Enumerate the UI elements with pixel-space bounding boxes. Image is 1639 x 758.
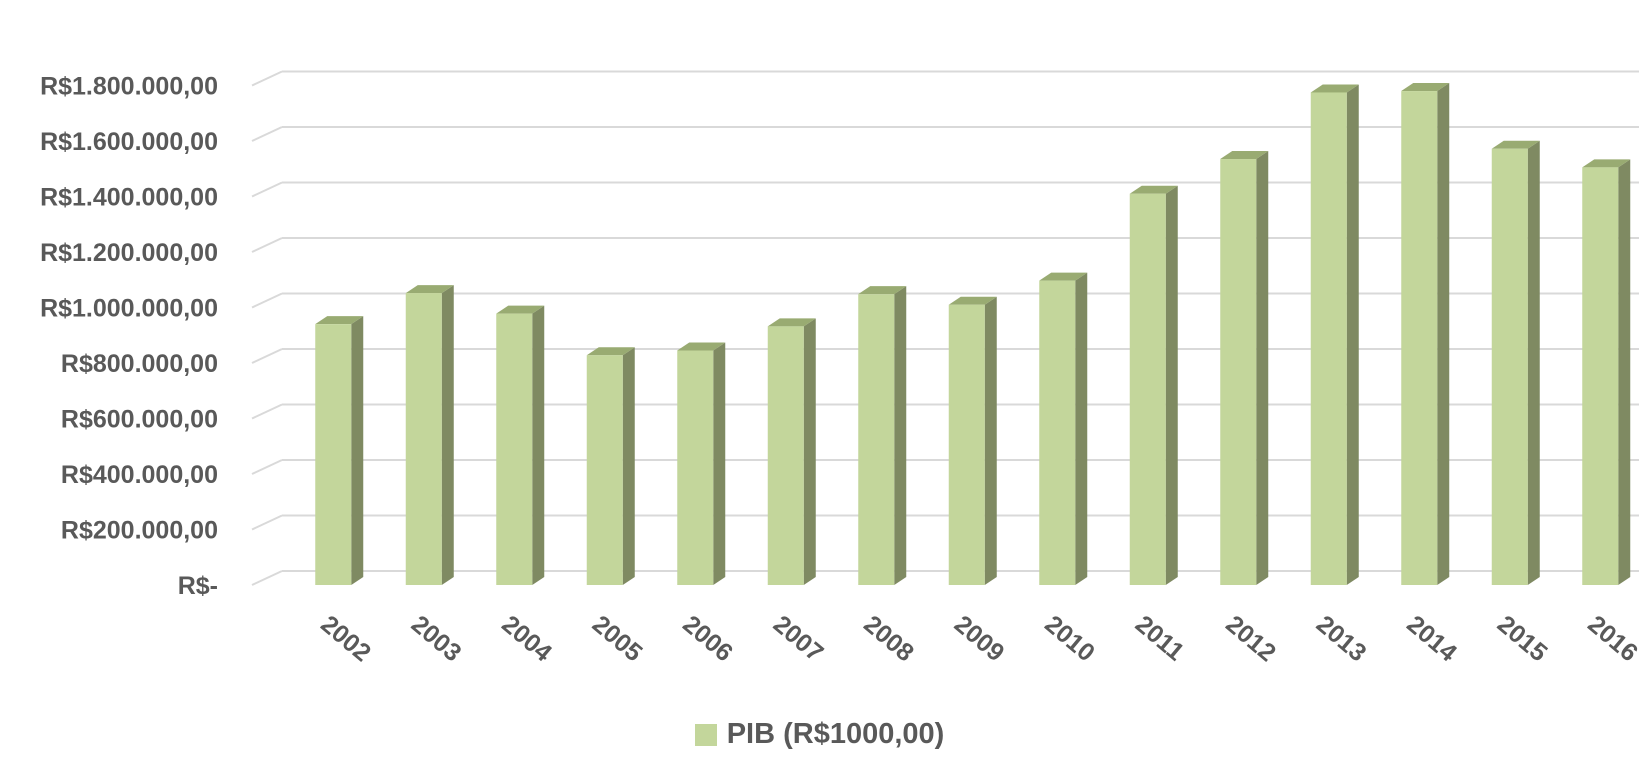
bar-side [1437,83,1450,586]
gridline-side [251,292,283,309]
bar-top [767,318,816,327]
y-tick-label: R$1.000.000,00 [40,295,218,323]
gridline-side [251,126,283,142]
bar [677,350,714,585]
x-axis-categories: 2002 2003 2004 2005 2006 2007 2008 2009 2010 2011… [315,610,1639,667]
bar-top [1310,84,1359,93]
bar-side [713,342,726,585]
y-tick-label: R$- [178,572,218,600]
bar [858,294,895,585]
y-tick-label: R$800.000,00 [61,350,218,378]
legend-swatch [694,723,717,746]
bar [1582,167,1619,586]
x-tick-label: 2014 [1401,610,1462,667]
bar [1039,280,1076,585]
bar [1220,159,1257,585]
gridline-side [251,70,283,87]
bar-side [1165,185,1178,585]
bar-top [1582,159,1631,168]
gridline-side [251,459,283,475]
gridline-side [251,348,283,364]
y-tick-label: R$1.600.000,00 [40,128,218,156]
bar-top [405,285,454,294]
y-axis-ticks: R$- R$200.000,00 R$400.000,00 R$600.000,00 R… [40,73,218,601]
bar [767,326,804,585]
bar-top [948,296,997,305]
bar-side [1256,151,1269,585]
bar-side [532,305,545,585]
bar-top [1491,140,1540,149]
bar [315,324,352,585]
legend: PIB (R$1000,00) [0,718,1639,751]
bar [1401,91,1438,586]
bar-top [1401,83,1450,92]
y-tick-label: R$600.000,00 [61,406,218,434]
gridline-side [251,181,283,198]
x-tick-label: 2002 [315,610,376,667]
bar [405,293,442,585]
bar [1310,92,1347,585]
y-tick-label: R$1.200.000,00 [40,239,218,267]
bar [948,304,985,585]
x-tick-label: 2008 [858,610,919,667]
bar-side [1346,84,1359,585]
bar-top [586,347,635,356]
y-tick-label: R$400.000,00 [61,461,218,489]
bar-side [1618,159,1631,586]
bar-top [1129,185,1178,194]
bar-top [315,316,364,325]
bar-top [858,286,907,295]
bar [1491,148,1528,585]
bar-side [351,316,364,585]
bar-side [984,296,997,585]
gridline-side [251,403,283,420]
bar-side [1527,140,1540,585]
x-tick-label: 2007 [768,610,829,667]
x-tick-label: 2006 [677,610,738,667]
x-tick-label: 2004 [496,610,557,667]
bar-top [1220,151,1269,160]
x-tick-label: 2005 [587,610,648,667]
x-tick-label: 2003 [406,610,467,667]
gridline-side [251,570,283,586]
bar [1129,193,1166,585]
bar-top [496,305,545,314]
bar-side [622,347,635,585]
bar [586,355,623,585]
bar-side [894,286,907,585]
x-tick-label: 2010 [1039,610,1100,667]
x-tick-label: 2016 [1582,610,1639,667]
x-tick-label: 2011 [1130,610,1190,666]
x-tick-label: 2009 [949,610,1010,667]
bar-side [803,318,816,585]
bar-top [1039,272,1088,281]
bars [315,83,1631,586]
bar [496,313,533,585]
y-tick-label: R$1.800.000,00 [40,73,218,101]
bar-side [1075,272,1088,585]
x-tick-label: 2013 [1311,610,1372,667]
x-tick-label: 2015 [1492,610,1553,667]
bar-top [677,342,726,351]
x-tick-label: 2012 [1220,610,1281,667]
bar-side [441,285,454,585]
legend-label: PIB (R$1000,00) [726,718,945,750]
y-tick-label: R$1.400.000,00 [40,184,218,212]
gridline-side [251,237,283,253]
gridline-side [251,514,283,531]
y-tick-label: R$200.000,00 [61,517,218,545]
